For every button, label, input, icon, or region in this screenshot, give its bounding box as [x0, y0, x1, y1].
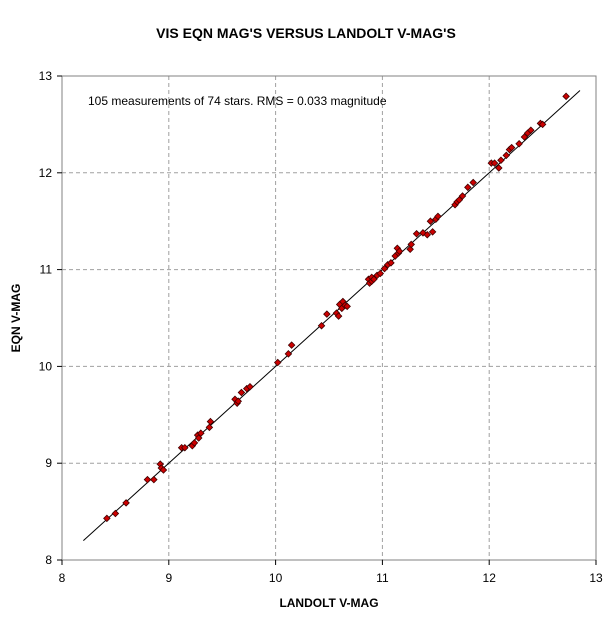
- data-point: [323, 310, 331, 318]
- x-axis-label: LANDOLT V-MAG: [279, 596, 378, 610]
- chart-title: VIS EQN MAG'S VERSUS LANDOLT V-MAG'S: [156, 25, 456, 41]
- y-tick-label: 13: [39, 69, 53, 83]
- y-tick-label: 11: [40, 263, 53, 277]
- x-tick-label: 8: [59, 571, 66, 585]
- data-point: [287, 341, 296, 349]
- data-point: [122, 499, 130, 507]
- data-point: [205, 423, 214, 432]
- data-point: [395, 247, 404, 255]
- data-point: [497, 156, 505, 164]
- data-point: [376, 269, 385, 278]
- data-point: [455, 196, 464, 204]
- data-point: [284, 350, 293, 358]
- data-point: [197, 429, 205, 437]
- data-point: [426, 217, 435, 225]
- y-tick-label: 9: [45, 456, 52, 470]
- reference-line: [83, 90, 581, 542]
- data-point: [246, 382, 254, 391]
- data-point: [334, 312, 343, 320]
- y-tick-label: 10: [39, 359, 53, 373]
- data-point: [181, 443, 189, 452]
- data-point: [527, 126, 535, 134]
- data-point: [159, 466, 168, 474]
- data-point: [150, 475, 158, 484]
- data-point: [434, 212, 442, 221]
- data-point: [458, 192, 467, 200]
- plot-area-frame: [61, 75, 597, 561]
- data-point: [502, 151, 511, 160]
- data-point: [194, 434, 203, 442]
- data-point: [370, 275, 378, 284]
- data-point: [428, 228, 437, 236]
- data-point: [317, 321, 326, 330]
- data-point: [507, 143, 516, 152]
- data-point: [423, 230, 432, 239]
- y-tick-label: 12: [39, 166, 53, 180]
- data-point: [562, 92, 570, 101]
- grid-lines: [62, 76, 596, 560]
- data-point: [538, 120, 547, 129]
- data-points: [103, 92, 570, 523]
- x-tick-label: 13: [589, 571, 603, 585]
- data-point: [206, 417, 215, 426]
- y-tick-label: 8: [45, 553, 52, 567]
- data-point: [387, 259, 395, 267]
- data-point: [412, 230, 421, 238]
- axis-ticks: 8 9 10 11 12 13 8 9 10 11 12 13: [39, 69, 603, 585]
- data-point: [380, 264, 389, 273]
- data-point: [234, 397, 242, 406]
- x-tick-label: 11: [376, 571, 389, 585]
- data-point: [515, 139, 523, 148]
- data-point: [469, 178, 477, 187]
- data-point: [520, 133, 529, 141]
- data-point: [464, 183, 472, 192]
- annotation-text: 105 measurements of 74 stars. RMS = 0.03…: [88, 94, 387, 108]
- data-point: [237, 388, 246, 397]
- data-point: [103, 514, 111, 523]
- data-point: [490, 159, 499, 167]
- x-tick-label: 12: [483, 571, 497, 585]
- data-point: [111, 509, 120, 518]
- data-point: [407, 240, 416, 249]
- data-point: [143, 475, 152, 484]
- data-point: [495, 164, 503, 172]
- x-tick-label: 9: [165, 571, 172, 585]
- y-axis-label: EQN V-MAG: [9, 284, 23, 353]
- data-point: [343, 302, 351, 311]
- data-point: [406, 245, 414, 254]
- x-tick-label: 10: [269, 571, 283, 585]
- data-point: [273, 358, 282, 367]
- data-point: [190, 439, 199, 447]
